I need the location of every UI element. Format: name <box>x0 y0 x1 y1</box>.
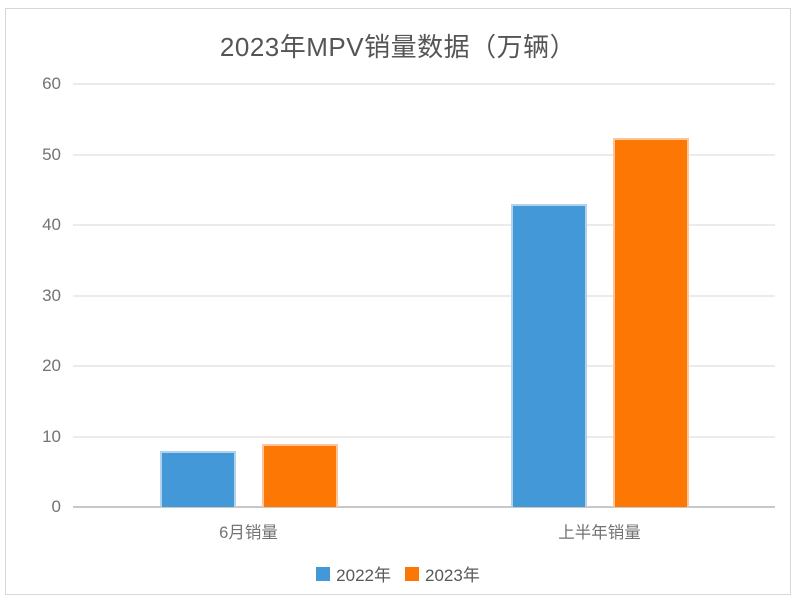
bar-2022年-6月销量 <box>159 450 236 507</box>
y-tick-label-20: 20 <box>42 356 61 375</box>
legend-label: 2022年 <box>336 566 391 585</box>
chart-title: 2023年MPV销量数据（万辆） <box>219 32 577 62</box>
y-tick-label-0: 0 <box>51 497 61 516</box>
legend-label: 2023年 <box>425 566 480 585</box>
gridline-y-30 <box>73 294 775 297</box>
legend-item-2022年: 2022年 <box>316 561 391 586</box>
y-tick-label-50: 50 <box>42 144 61 164</box>
bar-2022年-上半年销量 <box>510 203 587 507</box>
legend-item-2023年: 2023年 <box>405 561 480 586</box>
legend-swatch-icon <box>316 566 331 581</box>
gridline-y-10 <box>73 435 775 438</box>
bar-2023年-6月销量 <box>261 444 338 507</box>
chart-card: 2023年MPV销量数据（万辆） 0 10 20 30 40 50 60 6月销量 上半年销量… <box>5 8 791 595</box>
gridline-y-50 <box>73 153 775 156</box>
x-category-label-上半年销量: 上半年销量 <box>558 524 641 542</box>
x-category-label-6月销量: 6月销量 <box>219 524 278 542</box>
legend-swatch-icon <box>405 566 419 581</box>
y-tick-label-60: 60 <box>42 74 61 93</box>
x-axis-baseline <box>73 506 775 508</box>
gridline-y-40 <box>73 224 775 226</box>
bar-2023年-上半年销量 <box>612 138 689 507</box>
gridline-y-20 <box>73 365 775 367</box>
y-tick-label-40: 40 <box>42 215 61 234</box>
y-tick-label-10: 10 <box>42 426 61 446</box>
y-tick-label-30: 30 <box>42 285 61 305</box>
legend: 2022年 2023年 <box>6 561 790 586</box>
plot-area: 0 10 20 30 40 50 60 6月销量 上半年销量 <box>6 9 790 594</box>
gridline-y-60 <box>73 83 775 85</box>
